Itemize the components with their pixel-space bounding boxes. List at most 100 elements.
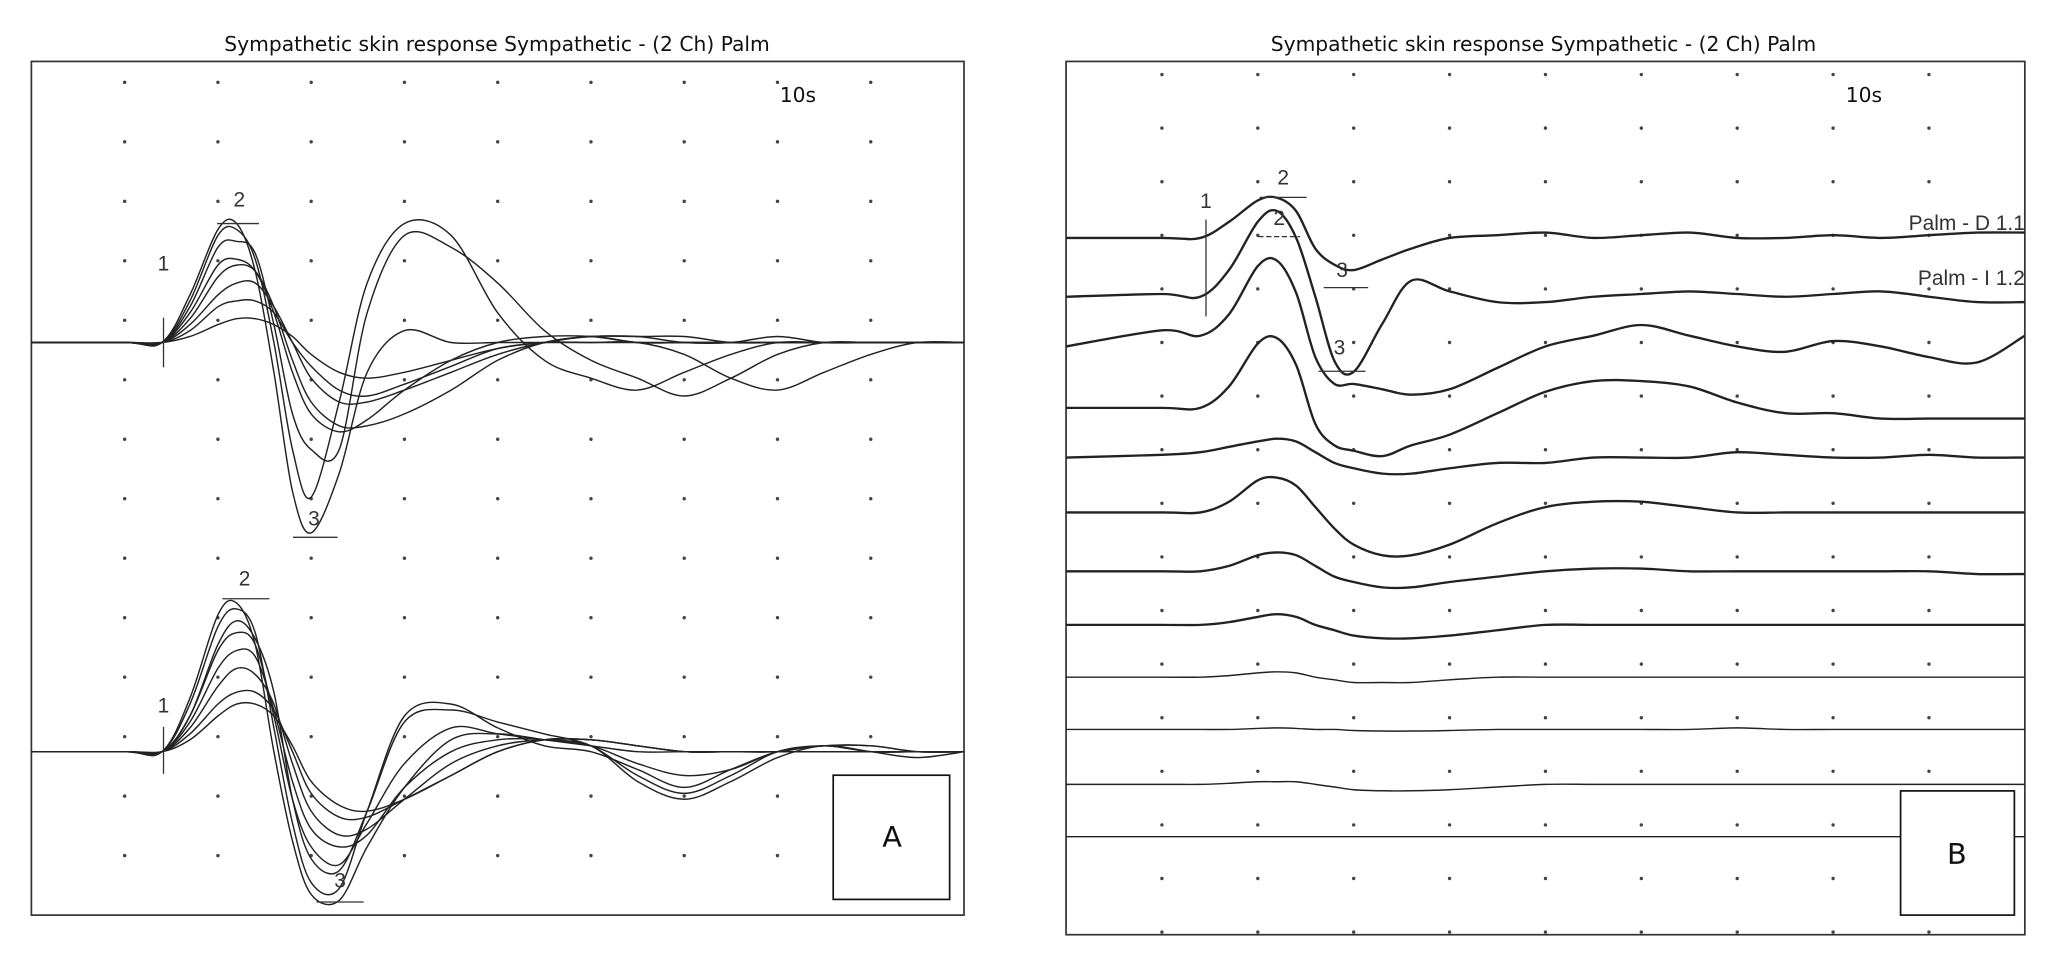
grid-dot: [775, 199, 780, 204]
trace-ch1-6: [31, 299, 965, 397]
grid-dot: [216, 675, 220, 679]
panel-b-markers: 1 2 3 2 3: [1200, 166, 1369, 372]
grid-dot: [1160, 715, 1164, 720]
grid-dot: [1831, 662, 1835, 666]
grid-dot: [1639, 72, 1644, 77]
grid-dot: [589, 437, 593, 441]
grid-dot: [402, 140, 407, 144]
grid-dot: [1160, 555, 1164, 559]
grid-dot: [1927, 394, 1931, 398]
grid-dot: [1256, 662, 1260, 666]
grid-dot: [1639, 448, 1644, 452]
grid-dot: [1160, 930, 1164, 934]
grid-dot: [1831, 287, 1835, 291]
grid-dot: [402, 675, 407, 679]
grid-dot: [1160, 608, 1164, 613]
grid-dot: [309, 140, 313, 144]
grid-dot: [589, 794, 593, 798]
grid-dot: [682, 497, 686, 501]
grid-dot: [1543, 608, 1548, 613]
trace-ch2-9: [31, 599, 965, 906]
grid-dot: [1543, 126, 1548, 130]
grid-dot: [122, 259, 127, 263]
grid-dot: [1351, 233, 1356, 238]
grid-dot: [1543, 180, 1548, 184]
grid-dot: [869, 140, 873, 144]
grid-dot: [1447, 180, 1452, 184]
grid-dot: [1256, 608, 1260, 613]
grid-dot: [402, 556, 407, 560]
grid-dot: [1543, 394, 1548, 398]
grid-dot: [1927, 555, 1931, 559]
trace-ch2-11: [31, 631, 965, 867]
grid-dot: [1831, 823, 1835, 827]
marker-1: 1: [158, 253, 170, 276]
grid-dot: [682, 259, 686, 263]
grid-dot: [869, 437, 873, 441]
grid-dot: [402, 259, 407, 263]
grid-dot: [496, 615, 500, 620]
grid-dot: [1639, 340, 1644, 345]
grid-dot: [496, 675, 500, 679]
trace-ch1-8: [31, 230, 965, 462]
marker-2: 2: [239, 568, 251, 591]
grid-dot: [589, 140, 593, 144]
grid-dot: [122, 556, 127, 560]
grid-dot: [589, 259, 593, 263]
grid-dot: [1639, 769, 1644, 773]
grid-dot: [1927, 662, 1931, 666]
grid-dot: [1447, 501, 1452, 506]
grid-dot: [1160, 180, 1164, 184]
grid-dot: [1256, 930, 1260, 934]
trace-3: [1065, 256, 2026, 396]
grid-dot: [1735, 662, 1739, 666]
grid-dot: [309, 675, 313, 679]
grid-dot: [216, 140, 220, 144]
panel-b: Sympathetic skin response Sympathetic - …: [1065, 32, 2026, 936]
grid-dot: [1351, 608, 1356, 613]
panel-b-sweep-label: 10s: [1846, 83, 1882, 107]
grid-dot: [1639, 662, 1644, 666]
grid-dot: [1447, 448, 1452, 452]
grid-dot: [589, 734, 593, 739]
trace-8: [1066, 612, 2025, 640]
grid-dot: [496, 140, 500, 144]
grid-dot: [1831, 555, 1835, 559]
marker-3: 3: [334, 870, 346, 893]
grid-dot: [496, 378, 500, 382]
grid-dot: [1927, 715, 1931, 720]
grid-dot: [589, 80, 593, 85]
grid-dot: [1639, 608, 1644, 613]
grid-dot: [1351, 394, 1356, 398]
trace-6: [1066, 475, 2025, 558]
grid-dot: [1735, 448, 1739, 452]
marker-3: 3: [1336, 259, 1348, 282]
panel-a-label: A: [882, 820, 902, 854]
grid-dot: [309, 80, 313, 85]
grid-dot: [869, 259, 873, 263]
grid-dot: [1735, 608, 1739, 613]
grid-dot: [1447, 394, 1452, 398]
trace-9: [1066, 671, 2025, 684]
grid-dot: [1543, 930, 1548, 934]
trace-1: [1066, 195, 2025, 272]
grid-dot: [1831, 448, 1835, 452]
grid-dot: [309, 556, 313, 560]
grid-dot: [122, 497, 127, 501]
grid-dot: [775, 259, 780, 263]
grid-dot: [1831, 126, 1835, 130]
grid-dot: [589, 853, 593, 858]
grid-dot: [1256, 287, 1260, 291]
grid-dot: [1927, 180, 1931, 184]
grid-dot: [1256, 72, 1260, 77]
grid-dot: [1543, 769, 1548, 773]
marker-3: 3: [308, 508, 320, 531]
trace-ch1-3: [31, 257, 965, 433]
panel-a: Sympathetic skin response Sympathetic - …: [30, 32, 965, 916]
grid-dot: [775, 734, 780, 739]
grid-dot: [1831, 394, 1835, 398]
grid-dot: [682, 199, 686, 204]
grid-dot: [496, 437, 500, 441]
grid-dot: [1256, 823, 1260, 827]
grid-dot: [1543, 340, 1548, 345]
